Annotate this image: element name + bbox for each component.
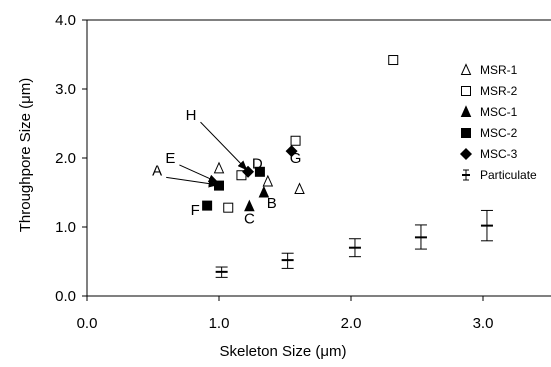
data-point-msc-3 <box>242 165 255 178</box>
y-tick-label: 3.0 <box>55 81 76 98</box>
data-point-particulate <box>480 209 493 242</box>
x-tick-label: 1.0 <box>209 315 230 332</box>
data-point-msr-2 <box>223 202 234 213</box>
annotation-arrow-h <box>200 121 248 171</box>
y-tick-label: 2.0 <box>55 150 76 167</box>
annotation-arrow-a <box>166 176 219 188</box>
x-tick-label: 3.0 <box>473 315 494 332</box>
legend-label-msc-1: MSC-1 <box>480 105 518 119</box>
data-point-msr-2 <box>388 55 399 66</box>
y-tick-label: 1.0 <box>55 219 76 236</box>
annotation-label-e: E <box>165 150 175 167</box>
legend-label-msc-2: MSC-2 <box>480 126 518 140</box>
annotation-label-g: G <box>290 150 302 167</box>
annotation-label-a: A <box>152 162 162 179</box>
data-point-msc-2 <box>214 180 224 191</box>
legend-marker-msc-1 <box>460 105 472 117</box>
data-point-particulate <box>414 224 427 250</box>
annotation-label-b: B <box>267 195 277 212</box>
annotation-label-h: H <box>186 107 197 124</box>
data-point-msc-3 <box>285 145 298 158</box>
annotation-arrow-e <box>179 164 219 183</box>
legend-marker-particulate <box>462 169 470 181</box>
data-point-msc-1 <box>244 199 255 212</box>
data-marks <box>202 55 493 278</box>
legend-marker-msc-2 <box>461 128 471 138</box>
legend-label-msc-3: MSC-3 <box>480 147 518 161</box>
x-tick-label: 2.0 <box>341 315 362 332</box>
y-tick-label: 0.0 <box>55 288 76 305</box>
x-axis-title: Skeleton Size (μm) <box>219 343 346 360</box>
y-axis-title: Throughpore Size (μm) <box>17 78 34 233</box>
data-point-msc-2 <box>202 200 213 211</box>
annotation-label-d: D <box>252 156 263 173</box>
annotation-label-c: C <box>244 211 255 228</box>
annotation-label-f: F <box>191 202 200 219</box>
data-point-msr-1 <box>262 174 274 187</box>
legend-label-particulate: Particulate <box>480 168 537 182</box>
data-point-msc-2 <box>254 166 265 177</box>
data-point-msr-1 <box>213 161 225 174</box>
axis-ticks: 0.0 1.0 2.0 3.0 4.0 0.0 1.0 2.0 3.0 <box>55 12 493 332</box>
data-point-msr-1 <box>294 182 305 195</box>
annotations: AE H D G F CB <box>152 107 301 228</box>
legend-marker-msr-2 <box>461 86 471 96</box>
legend-label-msr-2: MSR-2 <box>480 84 518 98</box>
legend: MSR-1 MSR-2 MSC-1 MSC-2 MSC-3 Particulate <box>459 63 537 182</box>
x-tick-label: 0.0 <box>77 315 98 332</box>
data-point-particulate <box>281 252 294 269</box>
data-point-msc-1 <box>258 185 270 198</box>
y-tick-label: 4.0 <box>55 12 76 29</box>
legend-marker-msc-3 <box>459 147 473 161</box>
legend-label-msr-1: MSR-1 <box>480 63 518 77</box>
data-point-msr-2 <box>290 135 301 146</box>
data-point-particulate <box>215 266 228 278</box>
data-point-particulate <box>348 238 361 258</box>
legend-marker-msr-1 <box>460 63 472 75</box>
